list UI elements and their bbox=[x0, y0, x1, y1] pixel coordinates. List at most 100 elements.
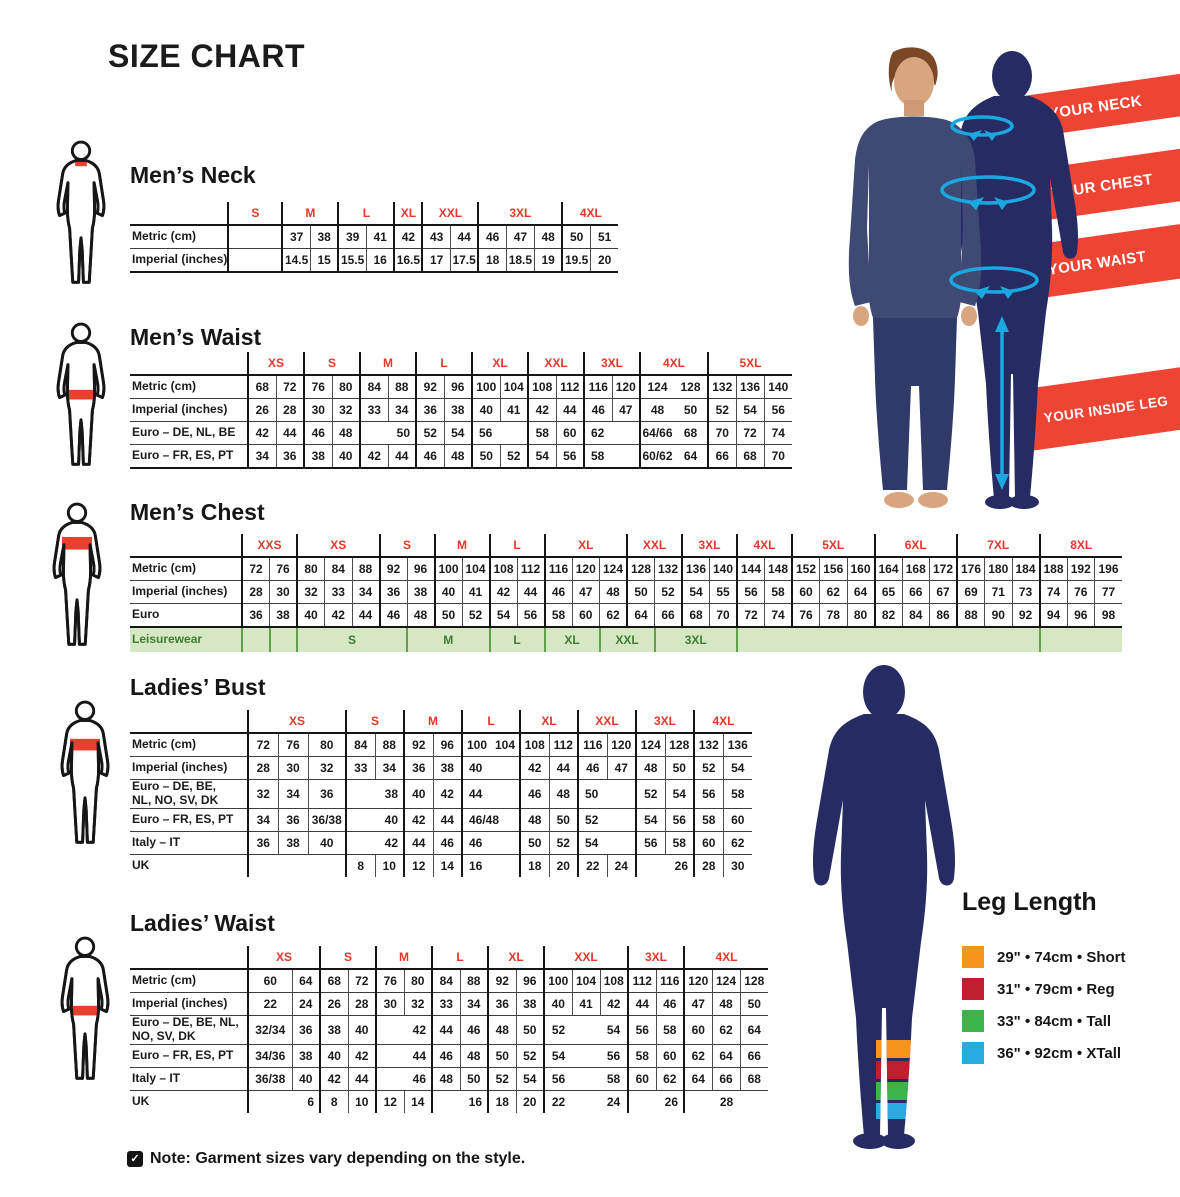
size-cell: 48 bbox=[519, 807, 549, 832]
size-header: L bbox=[337, 202, 395, 225]
size-cell: 78 bbox=[819, 603, 847, 627]
size-cell: 28 bbox=[683, 1089, 768, 1113]
size-cell: 108 bbox=[519, 732, 549, 757]
size-cell: 184 bbox=[1011, 556, 1040, 581]
table-row: Euro – DE, BE, NL, NO, SV, DK 32 34 36 38 40 42… bbox=[130, 779, 752, 809]
size-cell: 46 bbox=[577, 756, 607, 780]
size-cell: 32 bbox=[403, 992, 432, 1016]
table-row: Euro 36 38 40 42 44 46 48 50 52 54 56 58 60 62 64 66 68 70… bbox=[130, 603, 1122, 627]
size-header: 4XL bbox=[639, 352, 708, 375]
size-cell: 26 bbox=[627, 1089, 684, 1113]
size-cell: 60 bbox=[683, 1015, 712, 1045]
size-cell: 18 bbox=[477, 248, 507, 273]
size-cell: 116 bbox=[543, 556, 572, 581]
size-cell: 74 bbox=[764, 603, 792, 627]
size-cell: 18 bbox=[519, 853, 549, 877]
size-header: S bbox=[303, 352, 360, 375]
size-cell: 30 bbox=[277, 756, 308, 780]
size-cell: 56 bbox=[555, 444, 584, 469]
size-cell: 42 bbox=[247, 421, 276, 445]
size-cell: 50 bbox=[626, 580, 655, 604]
page-title: SIZE CHART bbox=[108, 38, 305, 74]
size-header: 3XL bbox=[477, 202, 563, 225]
size-cell: 46 bbox=[543, 580, 572, 604]
size-cell: 104 bbox=[499, 374, 528, 399]
size-header: XS bbox=[247, 946, 320, 969]
size-cell: 50 bbox=[433, 603, 462, 627]
size-cell: 48 bbox=[711, 992, 740, 1016]
leg-band-tall bbox=[876, 1082, 926, 1100]
size-cell: 46 bbox=[477, 224, 507, 249]
size-cell: 70 bbox=[709, 603, 737, 627]
size-header-row: S M L XL XXL 3XL 4XL bbox=[130, 202, 619, 225]
size-cell: 24 bbox=[291, 992, 320, 1016]
size-cell: 38 bbox=[432, 756, 462, 780]
size-cell: 96 bbox=[1066, 603, 1095, 627]
table-row: Imperial (inches) 28 30 32 33 34 36 38 40 42 44 46 4… bbox=[130, 756, 752, 780]
row-label: Metric (cm) bbox=[130, 968, 248, 993]
leg-length-title: Leg Length bbox=[962, 888, 1097, 916]
size-cell: 34 bbox=[247, 444, 276, 469]
size-cell: 70 bbox=[707, 421, 736, 445]
size-cell: 64 bbox=[739, 1015, 768, 1045]
checkbox-icon: ✓ bbox=[127, 1151, 143, 1167]
size-cell: 42 bbox=[324, 603, 352, 627]
size-cell: 56 bbox=[516, 603, 545, 627]
size-cell: 68 bbox=[674, 421, 708, 445]
size-header: XL bbox=[543, 534, 627, 557]
size-cell: 50 bbox=[577, 779, 636, 809]
size-header: XXS bbox=[241, 534, 297, 557]
size-cell: 92 bbox=[403, 732, 433, 757]
size-cell: 44 bbox=[347, 1066, 376, 1091]
size-cell: 40 bbox=[296, 603, 325, 627]
size-cell: 60 bbox=[627, 1066, 656, 1091]
leg-length-item: 29" • 74cm • Short bbox=[962, 946, 1126, 968]
size-cell: 88 bbox=[351, 556, 380, 581]
size-cell: 42 bbox=[488, 580, 517, 604]
size-cell bbox=[1038, 626, 1122, 652]
size-table-mens-chest: XXS XS S M L XL XXL 3XL 4XL 5XL 6XL 7XL 8XL Metric (c… bbox=[130, 534, 1122, 652]
size-cell: 18 bbox=[487, 1089, 516, 1113]
size-cell: 54 bbox=[443, 421, 472, 445]
size-cell: 76 bbox=[791, 603, 820, 627]
size-cell: 34 bbox=[351, 580, 380, 604]
size-header: XL bbox=[471, 352, 528, 375]
size-cell: 152 bbox=[791, 556, 820, 581]
highlight-band bbox=[67, 389, 95, 400]
neck-measure-ellipse bbox=[950, 115, 1014, 137]
size-cell: 112 bbox=[555, 374, 584, 399]
size-cell: 10 bbox=[374, 853, 404, 877]
leg-length-swatch bbox=[962, 978, 984, 1000]
size-cell: 70 bbox=[763, 444, 792, 469]
size-cell: 56 bbox=[543, 1066, 572, 1091]
size-cell: 42 bbox=[347, 1043, 376, 1068]
row-label: Euro – FR, ES, PT bbox=[130, 1043, 248, 1068]
table-row: Metric (cm) 72 76 80 84 88 92 96 100 104 108 112 116… bbox=[130, 732, 752, 757]
leg-band-short bbox=[876, 1040, 926, 1058]
size-cell: 62 bbox=[655, 1066, 684, 1091]
leg-length-legend: 29" • 74cm • Short 31" • 79cm • Reg 33" … bbox=[962, 946, 1126, 1064]
size-header: XL bbox=[393, 202, 423, 225]
size-cell bbox=[241, 626, 270, 652]
size-cell: 46/48 bbox=[461, 807, 520, 832]
size-cell: 26 bbox=[635, 853, 694, 877]
size-header: M bbox=[433, 534, 490, 557]
size-cell: 96 bbox=[515, 968, 544, 993]
table-row: Imperial (inches) 28 30 32 33 34 36 38 40 41 42 44 4… bbox=[130, 580, 1122, 604]
size-cell: 104 bbox=[571, 968, 600, 993]
size-header: 3XL bbox=[681, 534, 737, 557]
size-cell: 60 bbox=[655, 1043, 684, 1068]
leg-length-label: 33" • 84cm • Tall bbox=[997, 1012, 1112, 1030]
size-cell: 48 bbox=[443, 444, 472, 469]
size-cell: 116 bbox=[583, 374, 612, 399]
size-cell: 38 bbox=[309, 224, 339, 249]
size-cell: 54 bbox=[600, 1015, 628, 1045]
size-cell: 36/38 bbox=[307, 807, 346, 832]
size-cell: 100 bbox=[543, 968, 572, 993]
size-cell: 30 bbox=[722, 853, 752, 877]
male-silhouette bbox=[938, 50, 1086, 525]
size-cell: 36 bbox=[247, 830, 278, 855]
size-header: 3XL bbox=[583, 352, 640, 375]
size-cell: 92 bbox=[378, 556, 407, 581]
leg-length-swatch bbox=[962, 1042, 984, 1064]
